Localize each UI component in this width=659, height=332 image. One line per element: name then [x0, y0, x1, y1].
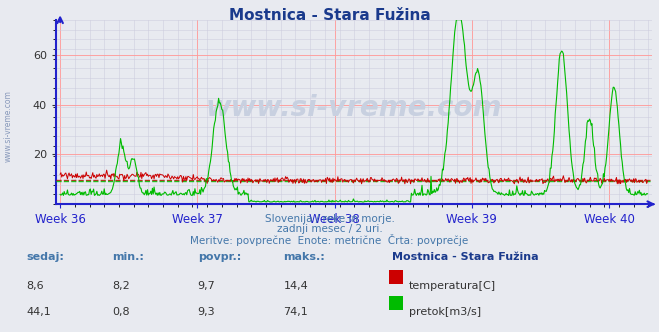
Text: 44,1: 44,1 — [26, 307, 51, 317]
Text: Slovenija / reke in morje.: Slovenija / reke in morje. — [264, 214, 395, 224]
Text: 14,4: 14,4 — [283, 281, 308, 290]
Text: 9,3: 9,3 — [198, 307, 215, 317]
Text: pretok[m3/s]: pretok[m3/s] — [409, 307, 480, 317]
Text: www.si-vreme.com: www.si-vreme.com — [206, 94, 502, 123]
Text: Mostnica - Stara Fužina: Mostnica - Stara Fužina — [392, 252, 538, 262]
Text: 8,6: 8,6 — [26, 281, 44, 290]
Text: 8,2: 8,2 — [112, 281, 130, 290]
Text: zadnji mesec / 2 uri.: zadnji mesec / 2 uri. — [277, 224, 382, 234]
Text: maks.:: maks.: — [283, 252, 325, 262]
Text: Meritve: povprečne  Enote: metrične  Črta: povprečje: Meritve: povprečne Enote: metrične Črta:… — [190, 234, 469, 246]
Text: www.si-vreme.com: www.si-vreme.com — [3, 90, 13, 162]
Text: sedaj:: sedaj: — [26, 252, 64, 262]
Text: temperatura[C]: temperatura[C] — [409, 281, 496, 290]
Text: 0,8: 0,8 — [112, 307, 130, 317]
Text: povpr.:: povpr.: — [198, 252, 241, 262]
Text: 74,1: 74,1 — [283, 307, 308, 317]
Text: 9,7: 9,7 — [198, 281, 215, 290]
Text: Mostnica - Stara Fužina: Mostnica - Stara Fužina — [229, 8, 430, 23]
Text: min.:: min.: — [112, 252, 144, 262]
